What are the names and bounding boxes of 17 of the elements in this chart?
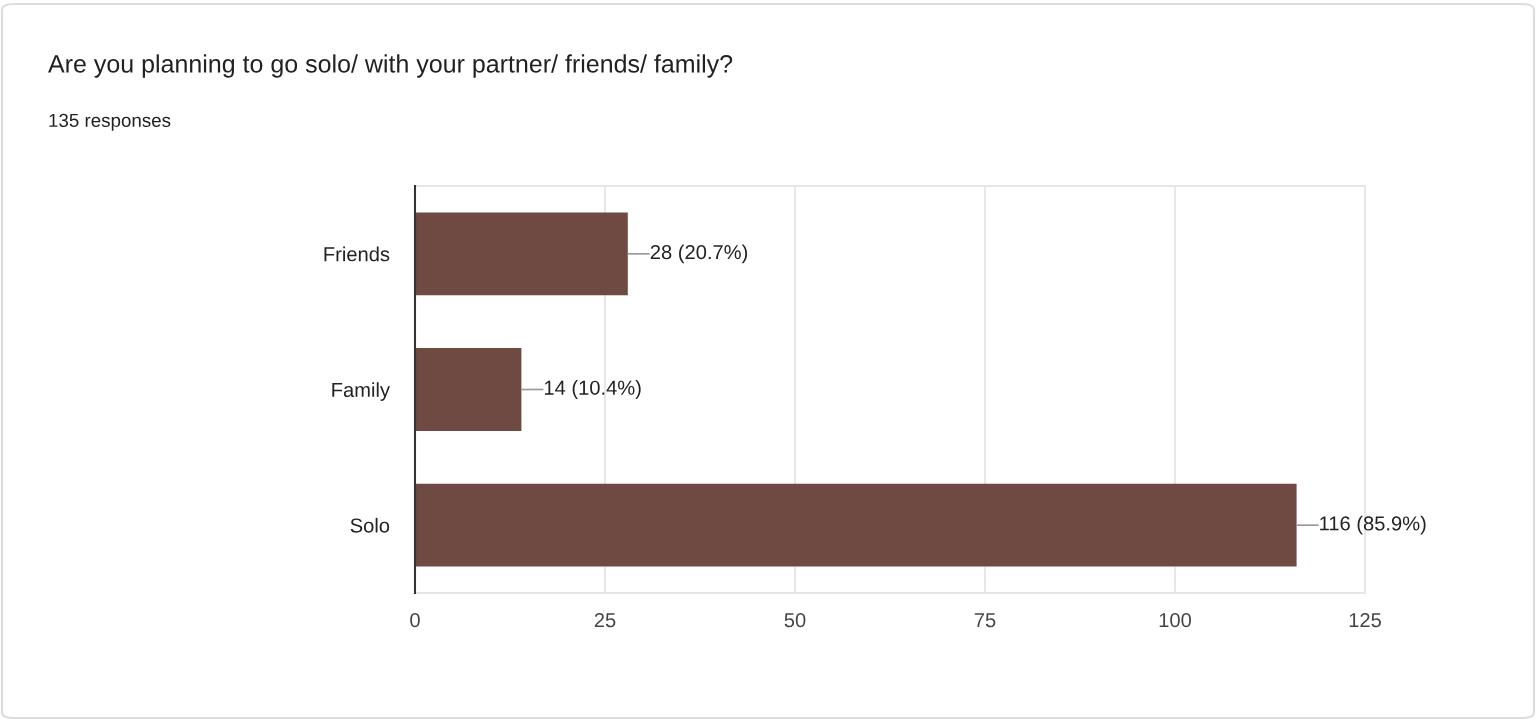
x-tick-label: 75 [974, 613, 996, 628]
data-label: 28 (20.7%) [650, 244, 748, 264]
text: 135 responses [49, 113, 171, 131]
x-tick-label: 25 [594, 612, 616, 628]
data-label: 14 (10.4%) [544, 380, 641, 399]
x-tick-label: 100 [1159, 612, 1192, 628]
x-tick-label: 125 [1349, 612, 1381, 628]
bar [415, 483, 1297, 567]
bar [415, 212, 628, 296]
y-tick-label: Family [332, 382, 390, 401]
y-tick-label: Solo [350, 517, 390, 533]
bar [415, 348, 522, 431]
y-tick-label: Friends [324, 246, 390, 262]
x-tick-label: 50 [784, 612, 806, 628]
x-tick-label: 0 [410, 612, 420, 628]
data-label: 116 (85.9%) [1320, 515, 1426, 535]
chart-title: Are you planning to go solo/ with your partner/ friends/ family? [48, 54, 733, 78]
